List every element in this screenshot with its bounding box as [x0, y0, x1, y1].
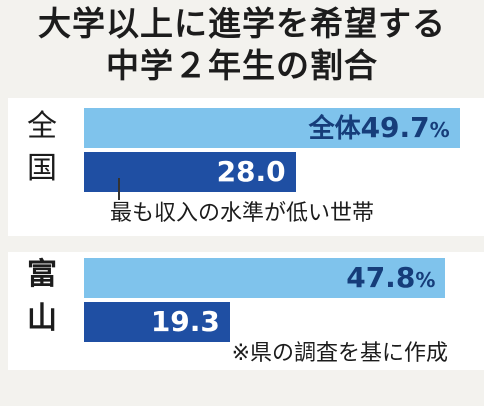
bar-label-national-total: 全体49.7% — [309, 108, 450, 148]
bar-label-toyama-low: 19.3 — [151, 302, 220, 342]
bar-value-national-total: 49.7 — [360, 111, 430, 144]
bar-prefix-national-total: 全体 — [308, 114, 361, 144]
bar-label-toyama-total: 47.8% — [346, 258, 435, 298]
annotation-line — [118, 178, 120, 200]
chart-title-line-1: 大学以上に進学を希望する — [38, 4, 446, 43]
bar-unit-national-total: % — [429, 118, 450, 142]
region-label-national-1: 全 — [27, 109, 57, 144]
bar-unit-toyama-total: % — [415, 268, 436, 292]
bar-value-national-low: 28.0 — [216, 155, 286, 188]
region-label-national-2: 国 — [27, 151, 57, 186]
bar-national-total: 全体49.7% — [84, 108, 460, 148]
bar-toyama-lowest-income: 19.3 — [84, 302, 230, 342]
bar-label-national-low: 28.0 — [217, 152, 286, 192]
source-note: ※県の調査を基に作成 — [231, 341, 448, 366]
bar-value-toyama-total: 47.8 — [346, 261, 416, 294]
region-label-toyama-2: 山 — [27, 301, 57, 336]
bar-national-lowest-income: 28.0 — [84, 152, 296, 192]
chart-title-line-2: 中学２年生の割合 — [106, 46, 378, 85]
annotation-lowest-income: 最も収入の水準が低い世帯 — [110, 201, 375, 226]
bar-value-toyama-low: 19.3 — [150, 305, 220, 338]
region-label-toyama-1: 富 — [27, 257, 57, 292]
bar-toyama-total: 47.8% — [84, 258, 446, 298]
